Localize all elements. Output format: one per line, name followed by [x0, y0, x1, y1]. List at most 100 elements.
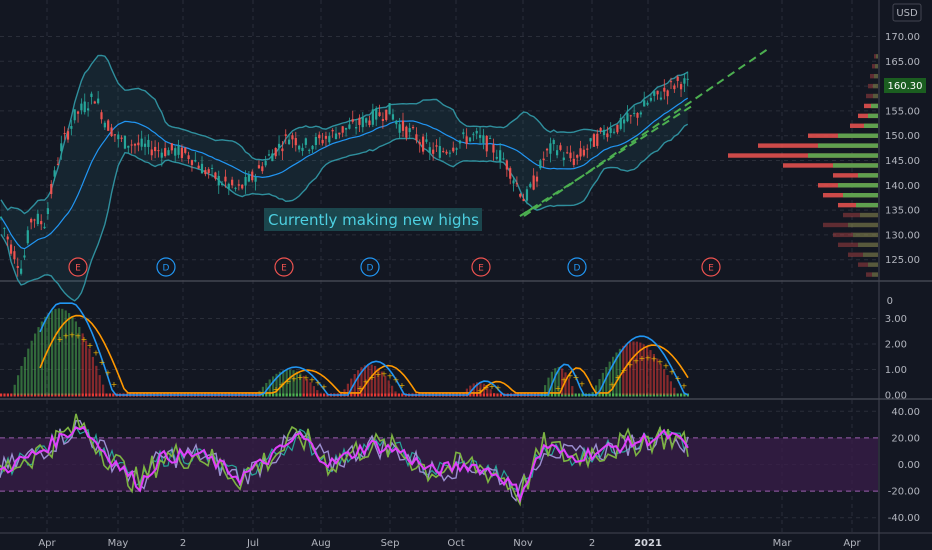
- candle-body: [599, 127, 602, 131]
- candle-body: [425, 139, 428, 142]
- candle-body: [385, 109, 388, 120]
- momentum-histogram-bar: [639, 342, 642, 395]
- momentum-marker: +: [57, 335, 64, 344]
- candle-body: [636, 113, 639, 118]
- candle-body: [442, 151, 445, 153]
- candle-body: [341, 126, 344, 133]
- price-tick-label: 170.00: [885, 32, 920, 43]
- candle-body: [53, 170, 56, 177]
- momentum-marker: +: [387, 372, 394, 381]
- momentum-marker: +: [567, 372, 574, 381]
- momentum-tick-label: 0.00: [885, 391, 907, 402]
- candle-body: [576, 155, 579, 158]
- momentum-marker: +: [105, 368, 112, 377]
- x-tick-label: Oct: [447, 538, 464, 549]
- profile-bar-up: [848, 222, 878, 228]
- momentum-baseline-mark: [108, 393, 111, 397]
- event-marker: [274, 257, 294, 277]
- momentum-marker: +: [315, 378, 322, 387]
- candle-body: [472, 133, 475, 135]
- candle-body: [646, 102, 649, 105]
- candle-body: [221, 183, 224, 186]
- currency-badge[interactable]: [892, 3, 922, 22]
- trendline-lower: [519, 105, 693, 217]
- profile-bar-down: [843, 212, 878, 218]
- momentum-histogram-bar: [51, 310, 54, 395]
- x-tick-label: Sep: [381, 538, 400, 549]
- momentum-histogram-bar: [357, 370, 360, 395]
- x-tick-label: Mar: [773, 538, 793, 549]
- momentum-marker: +: [63, 331, 70, 340]
- candle-body: [438, 146, 441, 158]
- candle-body: [596, 133, 599, 146]
- momentum-signal-line: [39, 314, 689, 394]
- candle-body: [247, 174, 250, 182]
- price-tick-label: 165.00: [885, 57, 920, 68]
- event-marker: [68, 257, 88, 277]
- candle-body: [194, 159, 197, 162]
- momentum-marker: +: [681, 382, 688, 391]
- profile-bar-down: [728, 153, 878, 158]
- candle-body: [251, 171, 254, 181]
- momentum-marker: +: [663, 362, 670, 371]
- candle-body: [87, 108, 90, 111]
- last-price-label: 160.30: [888, 81, 923, 92]
- candle-body: [227, 183, 230, 189]
- candle-body: [388, 103, 391, 115]
- momentum-baseline-mark: [401, 393, 404, 397]
- candle-body: [184, 147, 187, 153]
- candle-body: [452, 147, 455, 152]
- momentum-baseline-mark: [323, 393, 326, 397]
- candle-body: [549, 143, 552, 154]
- profile-bar-down: [858, 262, 878, 267]
- momentum-marker: +: [579, 380, 586, 389]
- candle-body: [626, 113, 629, 122]
- oscillator-line-magenta: [0, 425, 689, 504]
- momentum-marker: +: [273, 385, 280, 394]
- momentum-baseline-mark: [105, 393, 108, 397]
- momentum-histogram-bar: [47, 313, 50, 395]
- event-marker-label: D: [163, 264, 170, 274]
- candle-body: [348, 124, 351, 129]
- candle-body: [120, 137, 123, 139]
- momentum-histogram-bar: [374, 365, 377, 395]
- candle-body: [264, 160, 267, 166]
- candle-body: [70, 125, 73, 129]
- candle-body: [271, 153, 274, 162]
- currency-label: USD: [896, 8, 918, 19]
- x-tick-label: Nov: [513, 538, 533, 549]
- momentum-marker: +: [279, 381, 286, 390]
- momentum-marker: +: [111, 380, 118, 389]
- momentum-marker: +: [381, 370, 388, 379]
- momentum-marker: +: [675, 374, 682, 383]
- momentum-histogram-bar: [78, 326, 81, 395]
- candle-body: [529, 183, 532, 188]
- candle-body: [545, 148, 549, 151]
- event-marker-label: D: [367, 264, 374, 274]
- candle-body: [291, 135, 294, 140]
- momentum-marker: +: [609, 380, 616, 389]
- momentum-histogram-bar: [625, 343, 628, 395]
- momentum-histogram-bar: [272, 376, 275, 395]
- price-tick-label: 125.00: [885, 255, 920, 266]
- momentum-histogram-bar: [68, 313, 71, 395]
- oscillator-tick-label: 20.00: [891, 433, 920, 444]
- annotation-text: Currently making new highs: [268, 211, 479, 229]
- momentum-histogram-bar: [561, 368, 564, 395]
- momentum-tick-label: 3.00: [885, 314, 907, 325]
- candle-body: [381, 119, 384, 121]
- candle-body: [254, 176, 257, 182]
- candle-body: [455, 148, 458, 150]
- candle-body: [46, 208, 49, 215]
- momentum-baseline-mark: [578, 393, 581, 397]
- oscillator-line-olive: [0, 413, 689, 507]
- candle-body: [231, 179, 234, 186]
- candle-body: [117, 134, 120, 140]
- oscillator-line-lavender: [0, 419, 689, 503]
- momentum-tick-label: 2.00: [885, 340, 907, 351]
- momentum-marker: +: [495, 384, 502, 393]
- candle-body: [492, 144, 495, 153]
- candle-body: [298, 145, 301, 150]
- candle-body: [368, 120, 371, 126]
